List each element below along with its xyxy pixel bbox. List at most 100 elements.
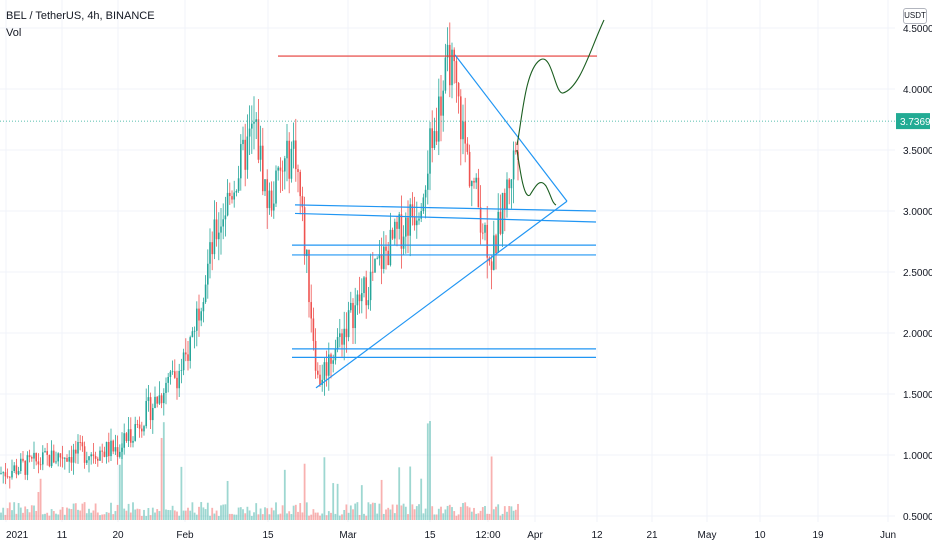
volume-bar — [239, 507, 242, 520]
volume-bar — [147, 508, 150, 520]
volume-bar — [233, 514, 236, 520]
candle-body — [358, 294, 361, 302]
candle-body — [114, 447, 117, 452]
candle-body — [185, 352, 187, 355]
candle-body — [112, 440, 114, 452]
candle-body — [460, 96, 462, 140]
candle-body — [343, 328, 345, 345]
volume-bar — [242, 509, 244, 520]
candle-body — [499, 211, 502, 234]
candle-body — [108, 442, 110, 457]
candle-body — [226, 192, 229, 216]
candle-body — [259, 145, 262, 160]
candle-body — [119, 451, 121, 457]
volume-bar — [202, 507, 205, 520]
volume-bar — [323, 457, 326, 520]
volume-bar — [497, 504, 500, 520]
candle-body — [321, 379, 323, 385]
volume-bar — [52, 511, 55, 520]
volume-bar — [409, 466, 412, 520]
candle-body — [479, 207, 482, 233]
volume-bar — [277, 514, 280, 520]
candle-body — [314, 340, 317, 371]
volume-bar — [182, 510, 185, 520]
volume-bar — [312, 509, 315, 520]
volume-bar — [61, 507, 64, 520]
candle-body — [163, 392, 165, 404]
candle-body — [407, 217, 409, 236]
candle-body — [86, 460, 88, 463]
volume-bar — [376, 513, 379, 520]
candle-body — [200, 311, 202, 321]
candle-body — [334, 349, 337, 361]
volume-bar — [446, 505, 449, 520]
candle-body — [297, 169, 299, 172]
volume-bar — [24, 506, 27, 520]
candle-body — [145, 400, 147, 427]
candle-body — [209, 242, 211, 264]
candle-body — [233, 192, 235, 200]
volume-bar — [140, 515, 143, 520]
candle-body — [471, 180, 473, 187]
candle-body — [174, 371, 176, 378]
volume-bar — [347, 512, 350, 520]
volume-bar — [391, 504, 394, 520]
price-tick-label: 3.5000 — [903, 146, 932, 157]
candle-body — [46, 451, 48, 455]
volume-bar — [33, 505, 35, 520]
volume-bar — [151, 507, 154, 520]
time-tick-label: Mar — [339, 530, 357, 541]
currency-unit-button[interactable]: USDT — [903, 8, 927, 24]
volume-bar — [125, 510, 128, 520]
time-axis[interactable]: 2021 11 20 Feb 15 Mar 15 12:00 Apr 12 21 May 10 19 Jun — [6, 530, 896, 541]
candle-body — [156, 396, 158, 404]
candle-body — [99, 450, 101, 461]
candle-body — [196, 308, 198, 331]
volume-bar — [310, 514, 313, 520]
volume-bar — [134, 509, 137, 520]
candle-body — [189, 337, 191, 361]
symbol-title[interactable]: BEL / TetherUS, 4h, BINANCE — [6, 10, 155, 22]
price-axis[interactable]: 4.5000 4.0000 3.5000 3.0000 2.5000 2.0000 1.50… — [896, 24, 932, 523]
candle-body — [101, 450, 103, 452]
candle-body — [31, 457, 33, 459]
volume-bars — [0, 421, 519, 520]
candle-body — [451, 49, 453, 86]
volume-bar — [57, 514, 60, 520]
volume-indicator-label[interactable]: Vol — [6, 27, 22, 39]
candle-body — [33, 452, 35, 459]
volume-bar — [50, 509, 53, 520]
candle-body — [92, 454, 95, 457]
volume-bar — [191, 502, 194, 520]
volume-bar — [107, 512, 110, 520]
candle-body — [222, 219, 224, 227]
time-tick-label: 12 — [591, 530, 603, 541]
candle-body — [380, 254, 383, 269]
candle-body — [191, 331, 194, 338]
candle-body — [132, 440, 134, 443]
candle-body — [457, 83, 460, 97]
candle-body — [4, 472, 7, 477]
volume-bar — [99, 515, 101, 520]
volume-bar — [433, 514, 436, 520]
candle-body — [97, 458, 99, 461]
volume-bar — [209, 515, 211, 520]
volume-bar — [462, 503, 464, 520]
volume-bar — [490, 456, 493, 520]
candle-body — [44, 451, 46, 453]
volume-bar — [259, 508, 262, 520]
candle-body — [385, 246, 387, 251]
volume-bar — [39, 478, 42, 520]
price-tick-label: 4.0000 — [903, 85, 932, 96]
candle-body — [508, 179, 510, 189]
volume-bar — [327, 511, 330, 520]
volume-bar — [415, 506, 418, 520]
candle-body — [61, 457, 64, 459]
volume-bar — [435, 514, 438, 520]
volume-bar — [455, 515, 458, 520]
volume-bar — [22, 512, 24, 520]
volume-bar — [338, 515, 341, 520]
candle-body — [288, 140, 290, 179]
candle-body — [88, 456, 90, 461]
